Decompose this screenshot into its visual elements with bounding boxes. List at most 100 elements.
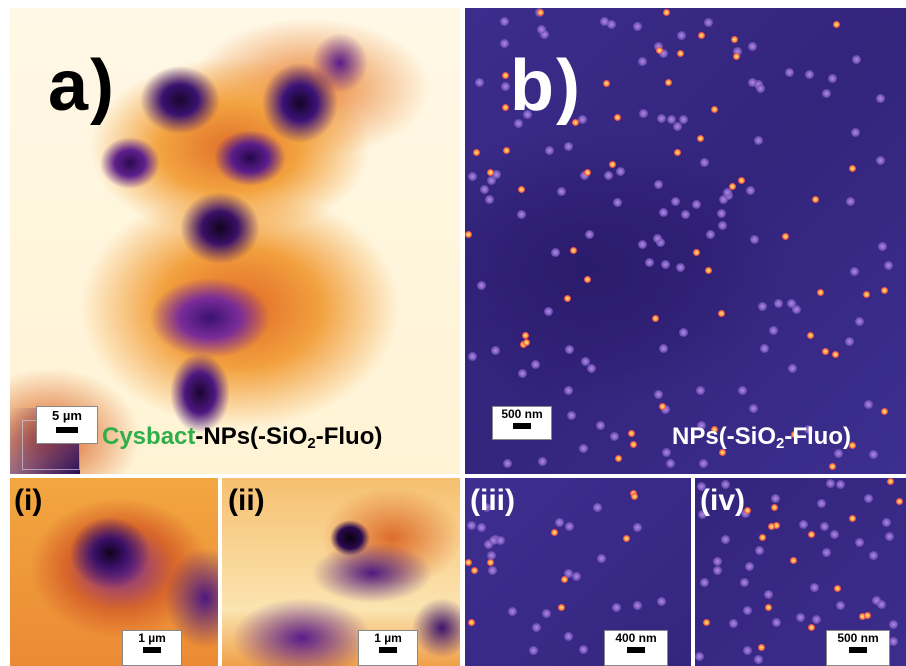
particle-faint (612, 603, 621, 612)
particle-bright (808, 624, 815, 631)
caption-a-cysbact: Cysbact (102, 423, 196, 450)
particle-bright (473, 149, 480, 156)
particle-faint (485, 195, 494, 204)
particle-bright (697, 135, 704, 142)
particle-faint (523, 110, 532, 119)
particle-bright (523, 339, 530, 346)
particle-faint (713, 566, 722, 575)
particle-faint (810, 583, 819, 592)
particle-faint (774, 299, 783, 308)
particle-faint (491, 346, 500, 355)
particle-bright (733, 53, 740, 60)
particle-faint (551, 248, 560, 257)
particle-faint (676, 263, 685, 272)
scale-bar-ii: 1 µm (358, 630, 418, 666)
scale-bar-b: 500 nm (492, 406, 552, 440)
particle-faint (488, 566, 497, 575)
particle-faint (755, 546, 764, 555)
particle-bright (502, 104, 509, 111)
particle-faint (696, 386, 705, 395)
particle-faint (468, 172, 477, 181)
particle-faint (518, 369, 527, 378)
particle-bright (859, 613, 866, 620)
particle-faint (567, 411, 576, 420)
particle-faint (468, 352, 477, 361)
particle-bright (771, 504, 778, 511)
particle-faint (749, 404, 758, 413)
particle-bright (807, 332, 814, 339)
particle-bright (738, 177, 745, 184)
particle-faint (746, 186, 755, 195)
particle-faint (828, 74, 837, 83)
particle-bright (768, 523, 775, 530)
particle-faint (677, 31, 686, 40)
particle-faint (851, 128, 860, 137)
particle-faint (733, 47, 742, 56)
particle-faint (633, 601, 642, 610)
particle-faint (482, 503, 491, 512)
particle-faint (645, 258, 654, 267)
particle-faint (834, 449, 843, 458)
particle-bright (711, 426, 718, 433)
caption-a-prefix: -NPs(-SiO (195, 423, 308, 450)
particle-bright (698, 32, 705, 39)
particle-faint (877, 600, 886, 609)
particle-faint (799, 520, 808, 529)
particle-faint (719, 195, 728, 204)
particle-faint (492, 170, 501, 179)
particle-bright (718, 310, 725, 317)
particle-faint (666, 459, 675, 468)
particle-bright (631, 493, 638, 500)
particle-faint (796, 613, 805, 622)
particle-bright (829, 463, 836, 470)
particle-faint (496, 536, 505, 545)
scale-bar-a: 5 µm (36, 406, 98, 444)
particle-faint (698, 510, 707, 519)
particle-faint (869, 551, 878, 560)
particle-faint (596, 421, 605, 430)
particle-faint (503, 459, 512, 468)
particle-bright (663, 9, 670, 16)
particle-faint (826, 479, 835, 488)
particle-faint (706, 230, 715, 239)
particle-faint (487, 176, 496, 185)
particle-bright (812, 196, 819, 203)
particle-faint (540, 30, 549, 39)
particle-faint (638, 57, 647, 66)
particle-faint (785, 68, 794, 77)
particle-bright (677, 50, 684, 57)
particle-bright (615, 455, 622, 462)
particle-bright (674, 149, 681, 156)
particle-bright (881, 287, 888, 294)
particle-faint (542, 609, 551, 618)
particle-faint (557, 187, 566, 196)
scale-bar-ii-text: 1 µm (374, 631, 402, 645)
particle-faint (876, 156, 885, 165)
particle-bright (864, 612, 871, 619)
particle-faint (769, 326, 778, 335)
scale-bar-a-line (56, 427, 78, 433)
particle-bright (729, 183, 736, 190)
particle-bright (471, 567, 478, 574)
particle-faint (531, 360, 540, 369)
particle-faint (817, 499, 826, 508)
particle-faint (717, 209, 726, 218)
particle-faint (882, 518, 891, 527)
particle-faint (792, 305, 801, 314)
particle-faint (593, 503, 602, 512)
particle-faint (653, 234, 662, 243)
scale-bar-a-text: 5 µm (52, 408, 82, 423)
particle-faint (760, 344, 769, 353)
particle-bright (659, 403, 666, 410)
particle-faint (750, 235, 759, 244)
particle-bright (609, 161, 616, 168)
panel-b-image (465, 8, 906, 474)
particle-bright (561, 576, 568, 583)
particle-bright (465, 231, 472, 238)
particle-bright (822, 348, 829, 355)
particle-faint (697, 421, 706, 430)
particle-faint (721, 535, 730, 544)
particle-faint (804, 425, 813, 434)
particle-bright (863, 291, 870, 298)
panel-a-letter: a) (48, 46, 117, 126)
